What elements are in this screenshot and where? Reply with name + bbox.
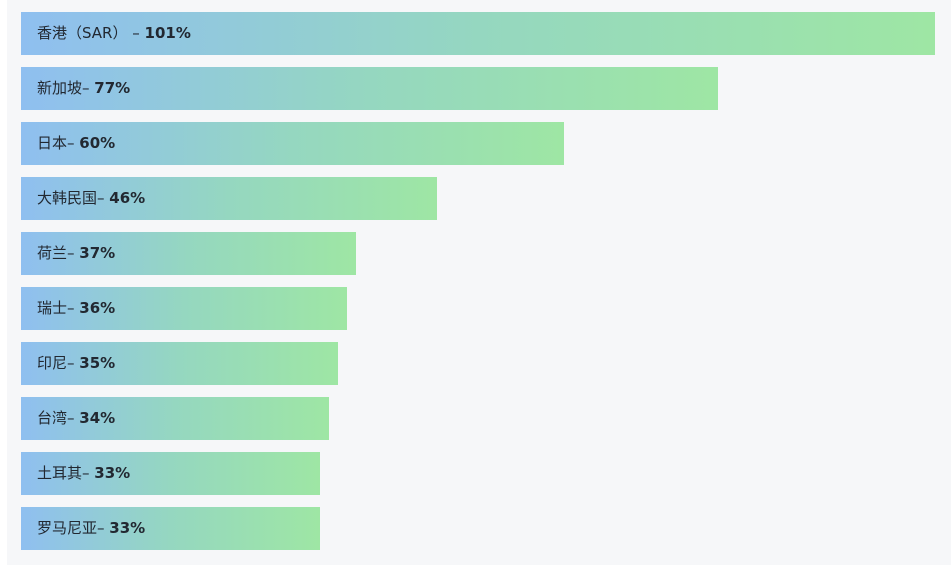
bar bbox=[21, 122, 564, 165]
category-label: 土耳其 bbox=[37, 464, 83, 482]
value-label: 37% bbox=[79, 244, 116, 262]
value-label: 101% bbox=[144, 24, 191, 42]
bar bbox=[21, 287, 347, 330]
bar bbox=[21, 177, 437, 220]
bar-label: 新加坡– 77% bbox=[37, 67, 130, 110]
category-label: 台湾 bbox=[37, 409, 68, 427]
value-label: 34% bbox=[79, 409, 116, 427]
bar-label: 台湾– 34% bbox=[37, 397, 115, 440]
bar-label: 土耳其– 33% bbox=[37, 452, 130, 495]
value-label: 36% bbox=[79, 299, 116, 317]
bar-label: 印尼– 35% bbox=[37, 342, 115, 385]
bar-label: 瑞士– 36% bbox=[37, 287, 115, 330]
category-label: 罗马尼亚 bbox=[37, 519, 98, 537]
category-label: 印尼 bbox=[37, 354, 68, 372]
label-separator: – bbox=[82, 79, 95, 97]
category-label: 大韩民国 bbox=[37, 189, 98, 207]
bar bbox=[21, 67, 718, 110]
value-label: 33% bbox=[109, 519, 146, 537]
label-separator: – bbox=[67, 354, 80, 372]
label-separator: – bbox=[67, 409, 80, 427]
label-separator: – bbox=[67, 244, 80, 262]
label-separator: – bbox=[82, 464, 95, 482]
label-separator: – bbox=[127, 24, 145, 42]
label-separator: – bbox=[67, 299, 80, 317]
bar-label: 荷兰– 37% bbox=[37, 232, 115, 275]
value-label: 60% bbox=[79, 134, 116, 152]
bar bbox=[21, 507, 320, 550]
label-separator: – bbox=[97, 189, 110, 207]
value-label: 35% bbox=[79, 354, 116, 372]
bar bbox=[21, 232, 356, 275]
category-label: 瑞士 bbox=[37, 299, 68, 317]
category-label: 新加坡 bbox=[37, 79, 83, 97]
value-label: 46% bbox=[109, 189, 146, 207]
bar-label: 罗马尼亚– 33% bbox=[37, 507, 145, 550]
bar bbox=[21, 397, 329, 440]
category-label: 香港（SAR） bbox=[37, 24, 128, 42]
value-label: 77% bbox=[94, 79, 131, 97]
bar-label: 香港（SAR） – 101% bbox=[37, 12, 191, 55]
bar bbox=[21, 452, 320, 495]
category-label: 荷兰 bbox=[37, 244, 68, 262]
bar bbox=[21, 342, 338, 385]
bar-chart: 香港（SAR） – 101% 新加坡– 77% 日本– 60% 大韩民国– 46% 荷兰… bbox=[7, 0, 951, 565]
category-label: 日本 bbox=[37, 134, 68, 152]
bar-label: 大韩民国– 46% bbox=[37, 177, 145, 220]
label-separator: – bbox=[97, 519, 110, 537]
bar bbox=[21, 12, 935, 55]
bar-label: 日本– 60% bbox=[37, 122, 115, 165]
value-label: 33% bbox=[94, 464, 131, 482]
label-separator: – bbox=[67, 134, 80, 152]
